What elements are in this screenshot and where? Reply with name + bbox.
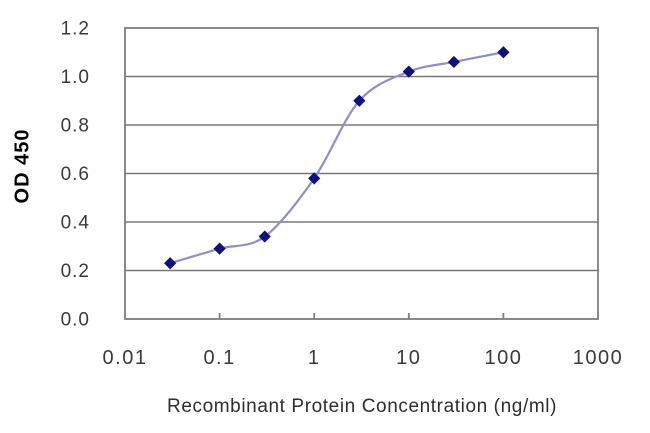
data-point-marker <box>447 55 461 69</box>
y-tick-label: 0.4 <box>61 213 90 234</box>
x-tick-label: 0.1 <box>203 347 235 369</box>
y-tick-label: 0.0 <box>61 310 90 331</box>
data-point-marker <box>213 242 226 255</box>
x-tick-label: 1000 <box>573 347 624 369</box>
y-tick-label: 1.0 <box>61 67 90 88</box>
x-tick-label: 100 <box>484 347 522 369</box>
x-axis-title: Recombinant Protein Concentration (ng/ml… <box>167 396 557 417</box>
data-point-marker <box>402 65 415 78</box>
x-tick-label: 0.01 <box>103 347 148 369</box>
data-point-marker <box>353 94 366 107</box>
plot-frame <box>124 27 599 320</box>
data-point-marker <box>308 172 321 185</box>
y-axis-title: OD 450 <box>11 128 34 204</box>
y-tick-label: 0.6 <box>61 164 90 185</box>
data-point-marker <box>164 257 177 270</box>
series-line <box>169 51 505 265</box>
data-point-marker <box>497 46 510 59</box>
data-point-marker <box>258 230 271 243</box>
y-tick-label: 1.2 <box>61 19 90 40</box>
x-tick-label: 10 <box>396 347 421 369</box>
y-tick-label: 0.8 <box>61 116 90 137</box>
y-tick-label: 0.2 <box>61 261 90 282</box>
x-tick-label: 1 <box>308 347 321 369</box>
